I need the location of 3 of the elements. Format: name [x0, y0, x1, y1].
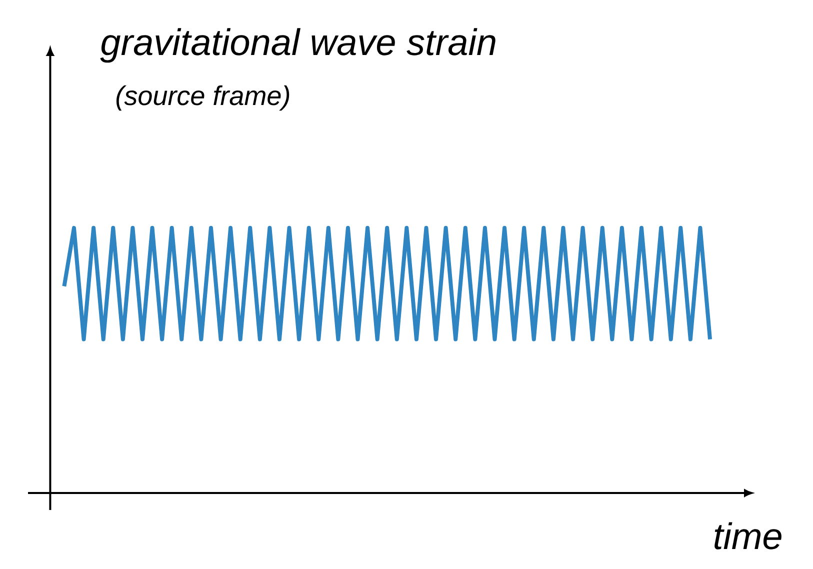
x-axis-title: time	[714, 522, 782, 550]
chart-title: gravitational wave strain	[100, 28, 496, 63]
chart-subtitle: (source frame)	[116, 85, 290, 111]
